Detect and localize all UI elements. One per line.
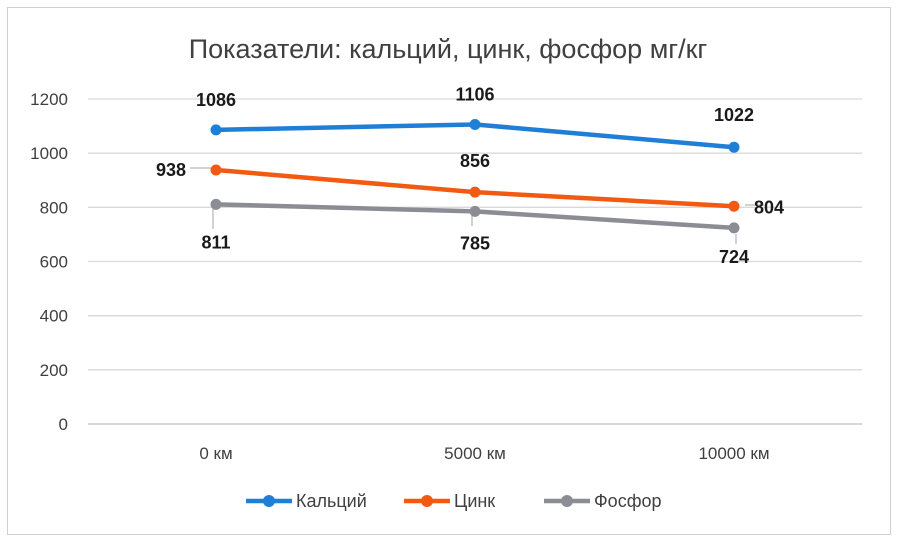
legend-swatch-marker [421, 495, 433, 507]
data-label: 938 [156, 160, 186, 180]
data-label: 1022 [714, 105, 754, 125]
legend-label: Фосфор [594, 491, 662, 511]
data-point [469, 205, 481, 217]
x-axis-ticks: 0 км 5000 км 10000 км [199, 444, 769, 463]
data-point [728, 222, 740, 234]
legend-label: Кальций [296, 491, 367, 511]
legend-swatch-marker [561, 495, 573, 507]
x-tick-label: 5000 км [444, 444, 506, 463]
data-label: 856 [460, 151, 490, 171]
legend-swatch-marker [263, 495, 275, 507]
data-point [469, 186, 481, 198]
y-tick-label: 200 [40, 361, 68, 380]
data-label: 785 [460, 233, 490, 253]
chart-title: Показатели: кальций, цинк, фосфор мг/кг [189, 34, 708, 64]
y-axis-ticks: 0 200 400 600 800 1000 1200 [30, 90, 68, 434]
data-labels: 1086 1106 1022 938 856 804 811 785 724 [156, 84, 784, 266]
chart-frame [7, 7, 891, 535]
data-point [210, 124, 222, 136]
data-label: 1086 [196, 90, 236, 110]
data-label: 811 [201, 232, 230, 252]
data-point [210, 164, 222, 176]
y-tick-label: 1200 [30, 90, 68, 109]
x-tick-label: 0 км [199, 444, 232, 463]
legend-label: Цинк [454, 491, 495, 511]
x-tick-label: 10000 км [698, 444, 769, 463]
data-point [728, 200, 740, 212]
y-tick-label: 400 [40, 307, 68, 326]
y-tick-label: 600 [40, 253, 68, 272]
data-point [210, 198, 222, 210]
series-lines [210, 118, 740, 234]
y-tick-label: 1000 [30, 144, 68, 163]
data-point [469, 118, 481, 130]
data-label: 804 [754, 197, 784, 217]
data-label: 724 [719, 247, 749, 267]
y-tick-label: 0 [59, 415, 68, 434]
legend: Кальций Цинк Фосфор [246, 491, 662, 511]
data-point [728, 141, 740, 153]
label-leader-lines [190, 167, 764, 244]
data-label: 1106 [455, 84, 494, 104]
y-tick-label: 800 [40, 198, 68, 217]
